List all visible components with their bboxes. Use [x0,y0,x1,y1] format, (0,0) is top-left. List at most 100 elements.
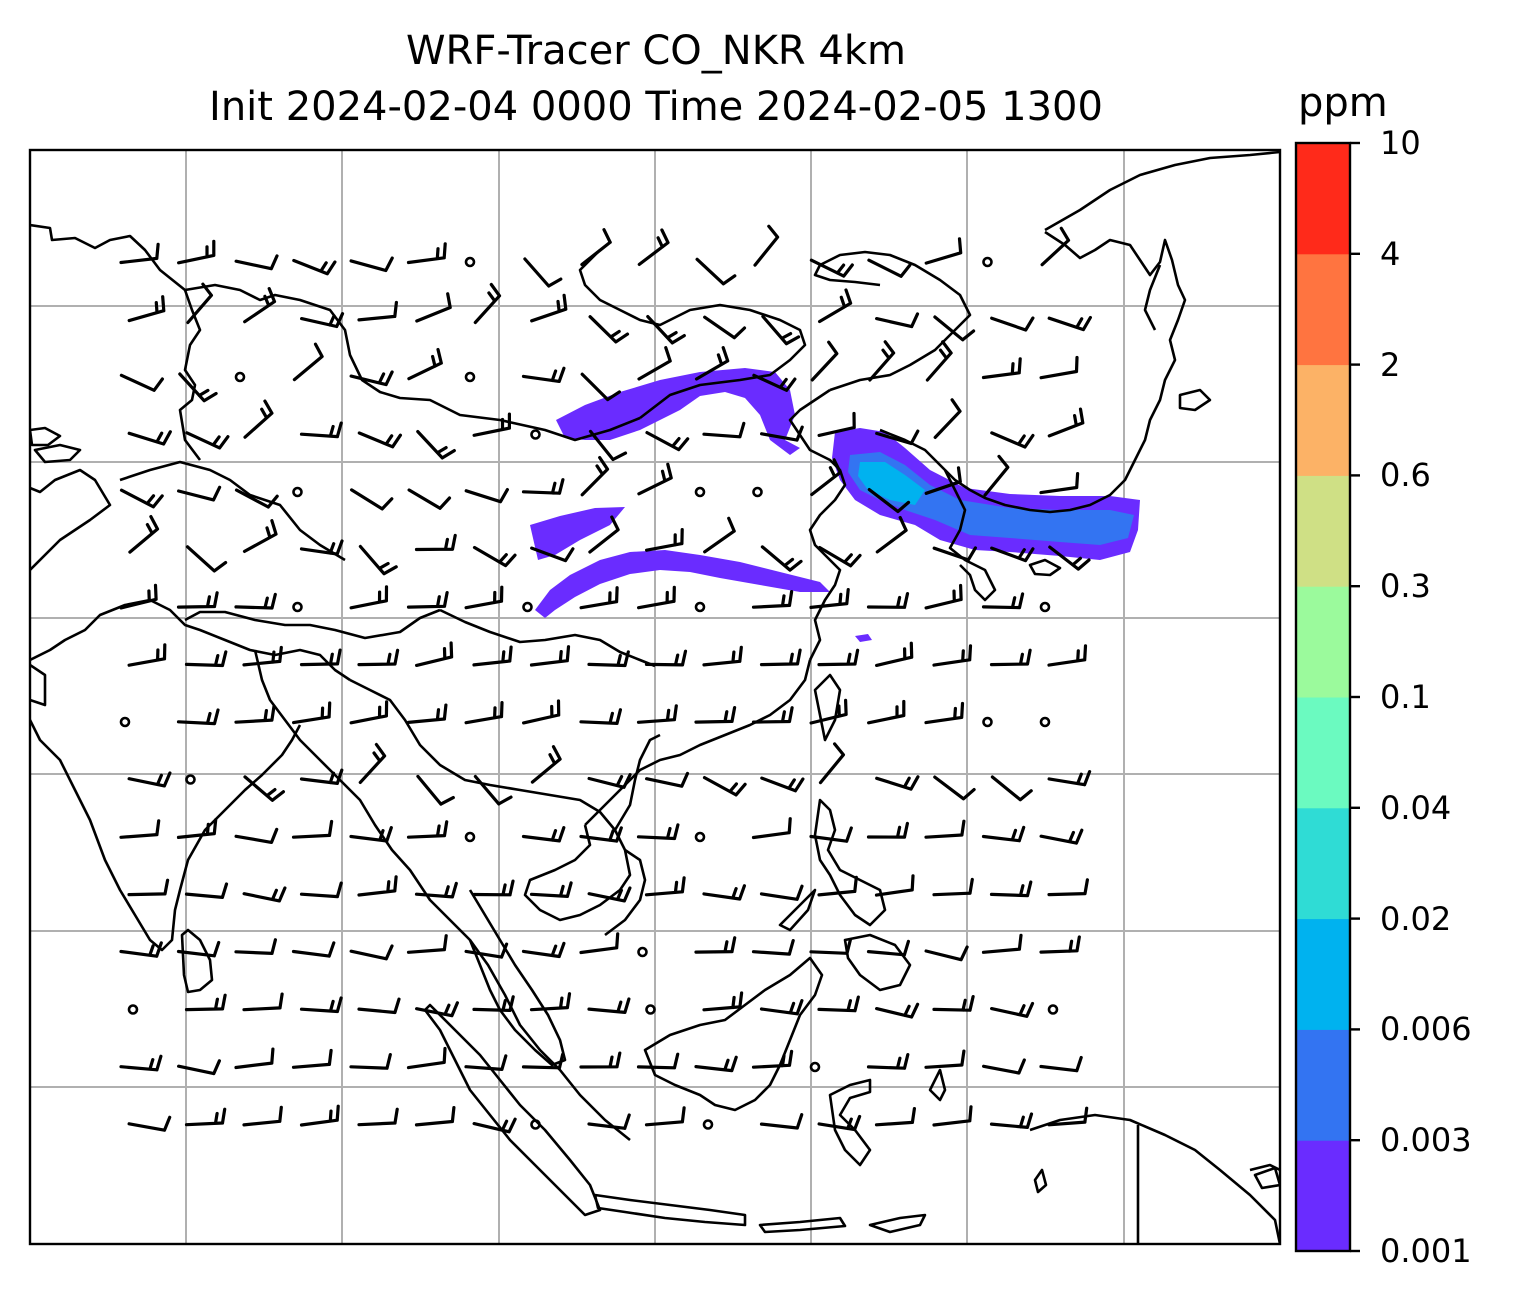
colorbar-tick-label: 0.006 [1380,1010,1472,1049]
colorbar-tick-label: 0.02 [1380,899,1452,938]
wind-barb [924,466,962,495]
wind-barb [472,995,515,1012]
wind-barb [759,999,804,1016]
wind-barb [588,515,620,554]
wind-barb [752,373,797,392]
wind-barb [243,287,277,324]
wind-barb [702,884,746,901]
map-title-line1: WRF-Tracer CO_NKR 4km [405,28,907,74]
wind-barb [924,701,965,725]
wind-barb [1039,355,1079,380]
colorbar-tick-label: 0.1 [1380,678,1431,716]
wind-barb [530,546,575,563]
wind-barb [817,411,856,437]
wind-barb [529,881,573,898]
wind-barb-calm [982,256,993,268]
wind-barb [809,826,853,843]
wind-barb [981,592,1025,610]
wind-barb [703,516,736,554]
wind-barb [694,706,737,724]
wind-barb [875,641,914,667]
wind-barb [983,454,1010,497]
wind-barb [177,1059,221,1076]
wind-barb [357,875,398,897]
wind-barb [464,1054,508,1071]
wind-barb [637,228,670,266]
wind-barb-calm [234,371,246,383]
wind-barb [349,370,394,387]
wind-barb [530,745,562,784]
colorbar-segment [1296,918,1350,1030]
wind-barb [472,545,517,568]
wind-barb [810,458,842,497]
wind-barb [357,997,401,1015]
wind-barb [702,776,747,797]
tracer-plume-shading [530,368,1140,642]
wind-barb [119,242,160,265]
wind-barb [760,425,804,442]
wind-barb [924,945,969,962]
wind-barb [981,357,1022,380]
wind-barb [464,488,509,504]
coastlines [30,150,1280,1244]
wind-barb [588,429,628,462]
wind-barb [291,941,336,958]
plume-south [535,550,830,618]
wind-barb [529,992,572,1012]
colorbar [1294,141,1360,1253]
wind-barb [587,773,632,789]
wind-barb [184,882,229,899]
map-border [28,148,1282,1246]
wind-barb [932,644,973,667]
wind-barb [580,456,610,497]
wind-barb [587,1113,631,1130]
wind-barb [349,700,389,725]
wind-barb [579,586,619,610]
plume-central [530,507,625,560]
wind-barb [177,485,222,502]
wind-barb [1047,770,1092,787]
wind-barb [184,650,228,668]
wind-barb [753,224,780,267]
wind-barb [127,430,172,446]
wind-barb [523,257,563,288]
wind-barb [521,941,566,959]
wind-barb [875,429,920,446]
wind-barb [981,825,1026,843]
wind-barb [119,373,164,392]
wind-barb-calm [522,601,533,613]
wind-barb [407,347,443,381]
wind-barb [127,771,172,788]
wind-barb [867,488,911,514]
wind-barb [809,258,854,278]
wind-barb [119,941,163,958]
wind-barb [234,704,276,724]
colorbar-segment [1296,586,1350,698]
wind-barb [234,1047,275,1070]
wind-barb [416,774,455,806]
wind-barb [636,823,680,841]
wind-barb [357,1107,399,1127]
wind-barb [357,648,400,667]
wind-barb [933,315,976,342]
wind-barb [357,300,398,322]
wind-barb [472,879,515,897]
wind-barb [299,996,343,1014]
colorbar-tick-label: 4 [1380,234,1401,273]
wind-barb [694,1055,738,1073]
wind-barb [875,516,908,554]
wind-barb [932,1105,973,1127]
wind-barb [579,826,623,843]
wind-barb [185,545,228,573]
wind-barb [809,938,852,955]
wind-barb [925,340,953,382]
wind-barb [128,515,160,554]
wind-barb [119,488,164,509]
plume-north [556,368,800,455]
wind-barb-calm [694,486,706,498]
wind-barb [645,771,690,788]
gridlines [30,150,1280,1244]
wind-barb [646,315,686,345]
wind-barb [818,545,862,568]
wind-barb [759,884,804,901]
